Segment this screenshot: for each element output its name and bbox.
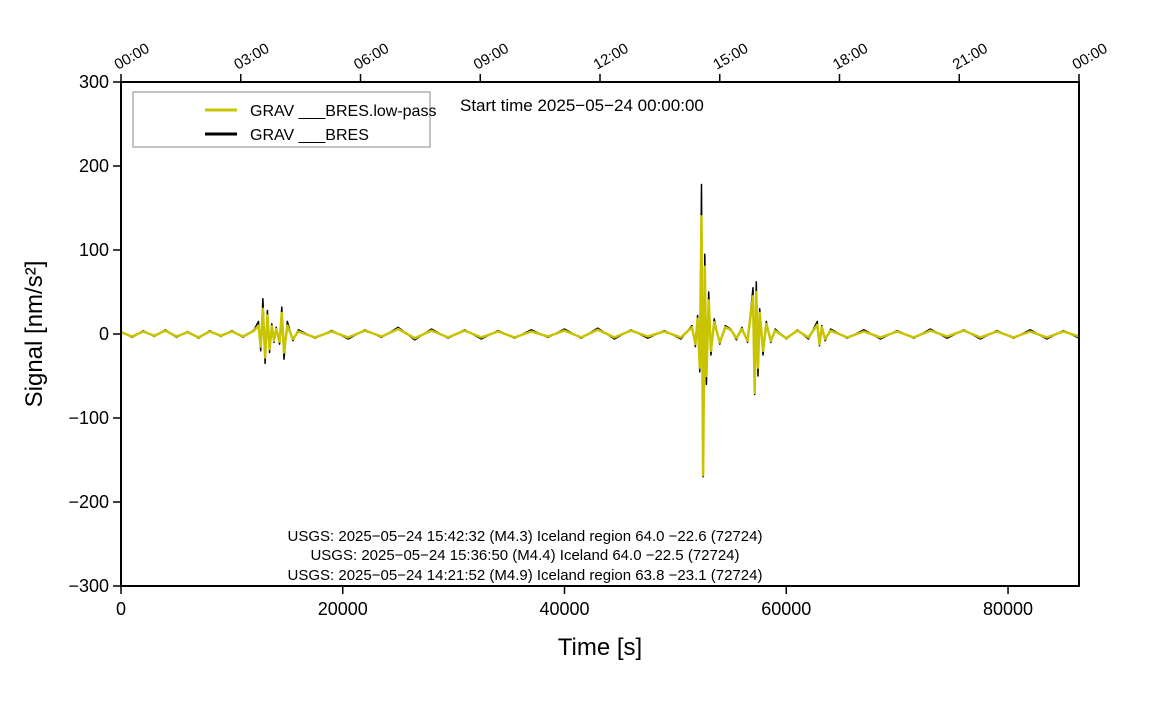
start-time: Start time 2025−05−24 00:00:00 [460, 96, 704, 115]
top-x-tick-label: 12:00 [591, 40, 632, 73]
x-tick-label: 40000 [539, 599, 589, 619]
x-tick-label: 80000 [983, 599, 1033, 619]
x-tick-label: 0 [116, 599, 126, 619]
y-tick-label: 300 [79, 72, 109, 92]
top-x-tick-label: 00:00 [112, 40, 153, 73]
y-tick-label: 200 [79, 156, 109, 176]
top-x-tick-label: 21:00 [950, 40, 991, 73]
y-tick-label: −300 [68, 576, 109, 596]
x-tick-label: 20000 [318, 599, 368, 619]
top-x-tick-label: 09:00 [471, 40, 512, 73]
top-x-tick-label: 18:00 [830, 40, 871, 73]
legend-label: GRAV ___BRES [250, 127, 369, 144]
legend-box [132, 91, 431, 148]
event-note: USGS: 2025−05−24 15:42:32 (M4.3) Iceland… [288, 528, 763, 545]
y-tick-label: 100 [79, 240, 109, 260]
series-line [121, 215, 1079, 477]
legend-label: GRAV ___BRES.low-pass [250, 103, 436, 120]
top-x-tick-label: 03:00 [231, 40, 272, 73]
event-note: USGS: 2025−05−24 14:21:52 (M4.9) Iceland… [288, 567, 763, 584]
event-note: USGS: 2025−05−24 15:36:50 (M4.4) Iceland… [310, 547, 739, 564]
top-x-tick-label: 06:00 [351, 40, 392, 73]
y-axis-label: Signal [nm/s²] [21, 261, 48, 408]
y-tick-label: −100 [68, 408, 109, 428]
x-axis-label: Time [s] [558, 634, 642, 661]
top-x-tick-label: 15:00 [710, 40, 751, 73]
top-x-tick-label: 00:00 [1070, 40, 1111, 73]
x-tick-label: 60000 [761, 599, 811, 619]
y-tick-label: −200 [68, 492, 109, 512]
y-tick-label: 0 [99, 324, 109, 344]
plot-lines [121, 183, 1079, 478]
